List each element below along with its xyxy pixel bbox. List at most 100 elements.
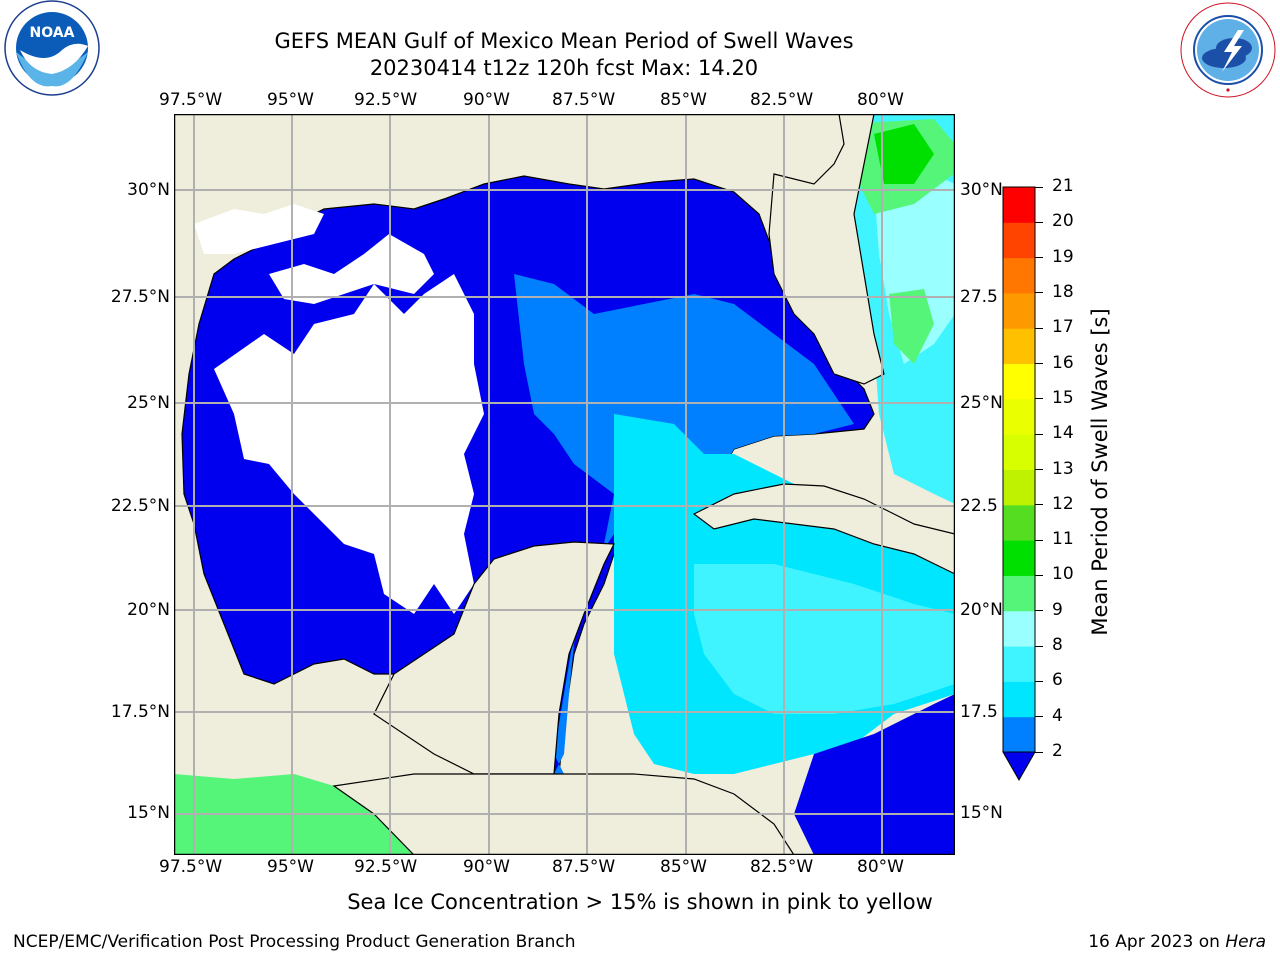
colorbar-title: Mean Period of Swell Waves [s] bbox=[1088, 308, 1112, 636]
map-subtitle: 20230414 t12z 120h fcst Max: 14.20 bbox=[369, 56, 759, 80]
lat-label-right: 22.5 bbox=[960, 496, 998, 516]
colorbar-tick-label: 17 bbox=[1052, 317, 1074, 338]
colorbar-band bbox=[1003, 469, 1035, 506]
lon-label-bottom: 92.5°W bbox=[354, 857, 418, 877]
colorbar-tick-label: 6 bbox=[1052, 670, 1063, 691]
colorbar-tick bbox=[1035, 292, 1043, 294]
colorbar-band bbox=[1003, 434, 1035, 470]
colorbar-under-triangle bbox=[1002, 751, 1036, 782]
lat-label-right: 17.5 bbox=[960, 702, 998, 722]
colorbar-tick bbox=[1035, 574, 1043, 576]
lat-label-right: 15°N bbox=[960, 803, 1003, 823]
light-cyan-area bbox=[694, 564, 955, 714]
colorbar-tick-label: 11 bbox=[1052, 529, 1074, 550]
colorbar-tick bbox=[1035, 504, 1043, 506]
map-plot bbox=[174, 114, 955, 855]
colorbar-tick-label: 14 bbox=[1052, 423, 1074, 444]
credit-left: NCEP/EMC/Verification Post Processing Pr… bbox=[13, 932, 576, 952]
credit-date: 16 Apr 2023 on bbox=[1088, 932, 1220, 952]
colorbar-tick-label: 15 bbox=[1052, 387, 1074, 408]
lat-label-left: 30°N bbox=[127, 180, 170, 200]
credit-right: 16 Apr 2023 on Hera bbox=[1088, 932, 1266, 952]
lat-label-right: 27.5 bbox=[960, 287, 998, 307]
lon-label-top: 80°W bbox=[857, 90, 904, 110]
colorbar-tick bbox=[1035, 398, 1043, 400]
lat-label-left: 25°N bbox=[127, 393, 170, 413]
colorbar-band bbox=[1003, 292, 1035, 329]
lat-label-right: 20°N bbox=[960, 600, 1003, 620]
colorbar bbox=[1002, 186, 1036, 782]
colorbar-tick bbox=[1035, 539, 1043, 541]
colorbar-band bbox=[1003, 681, 1035, 718]
lat-label-left: 27.5°N bbox=[110, 287, 170, 307]
colorbar-tick bbox=[1035, 751, 1043, 753]
lon-label-top: 92.5°W bbox=[354, 90, 418, 110]
lat-label-right: 30°N bbox=[960, 180, 1003, 200]
colorbar-tick bbox=[1035, 257, 1043, 259]
colorbar-band bbox=[1003, 398, 1035, 435]
graticule bbox=[174, 114, 955, 855]
lon-label-top: 97.5°W bbox=[159, 90, 223, 110]
florida-land bbox=[768, 114, 885, 385]
lon-label-bottom: 82.5°W bbox=[750, 857, 814, 877]
lon-label-top: 90°W bbox=[463, 90, 510, 110]
lon-label-top: 95°W bbox=[267, 90, 314, 110]
colorbar-tick-label: 18 bbox=[1052, 281, 1074, 302]
colorbar-band bbox=[1003, 540, 1035, 576]
lon-label-bottom: 80°W bbox=[857, 857, 904, 877]
colorbar-band bbox=[1003, 504, 1035, 541]
colorbar-tick-label: 4 bbox=[1052, 705, 1063, 726]
lon-label-bottom: 90°W bbox=[463, 857, 510, 877]
colorbar-tick bbox=[1035, 610, 1043, 612]
yucatan-land bbox=[373, 541, 615, 775]
atlantic-green-mid bbox=[889, 289, 934, 364]
colorbar-tick bbox=[1035, 433, 1043, 435]
colorbar-tick-label: 10 bbox=[1052, 564, 1074, 585]
lat-label-left: 15°N bbox=[127, 803, 170, 823]
colorbar-tick bbox=[1035, 680, 1043, 682]
colorbar-tick bbox=[1035, 363, 1043, 365]
colorbar-band bbox=[1003, 363, 1035, 400]
colorbar-band bbox=[1003, 257, 1035, 294]
lat-label-left: 20°N bbox=[127, 600, 170, 620]
colorbar-tick-label: 20 bbox=[1052, 211, 1074, 232]
lon-label-bottom: 85°W bbox=[660, 857, 707, 877]
colorbar-tick-label: 21 bbox=[1052, 176, 1074, 196]
colorbar-band bbox=[1003, 646, 1035, 682]
colorbar-tick bbox=[1035, 645, 1043, 647]
lon-label-bottom: 87.5°W bbox=[552, 857, 616, 877]
colorbar-tick-label: 9 bbox=[1052, 599, 1063, 620]
colorbar-band bbox=[1003, 716, 1035, 753]
lon-label-bottom: 97.5°W bbox=[159, 857, 223, 877]
colorbar-tick-label: 12 bbox=[1052, 493, 1074, 514]
colorbar-band bbox=[1003, 187, 1035, 223]
white-area-nw bbox=[269, 234, 434, 304]
colorbar-band bbox=[1003, 610, 1035, 647]
lon-label-bottom: 95°W bbox=[267, 857, 314, 877]
sea-ice-caption: Sea Ice Concentration > 15% is shown in … bbox=[347, 890, 933, 914]
colorbar-tick-label: 13 bbox=[1052, 458, 1074, 479]
map-title: GEFS MEAN Gulf of Mexico Mean Period of … bbox=[274, 29, 854, 53]
credit-host: Hera bbox=[1225, 932, 1266, 952]
colorbar-tick bbox=[1035, 716, 1043, 718]
lat-label-right: 25°N bbox=[960, 393, 1003, 413]
lon-label-top: 82.5°W bbox=[750, 90, 814, 110]
colorbar-bands bbox=[1003, 187, 1035, 753]
lon-label-top: 87.5°W bbox=[552, 90, 616, 110]
colorbar-tick bbox=[1035, 186, 1043, 188]
colorbar-tick-label: 8 bbox=[1052, 635, 1063, 656]
lat-label-left: 17.5°N bbox=[110, 702, 170, 722]
colorbar-band bbox=[1003, 328, 1035, 365]
lat-label-left: 22.5°N bbox=[110, 496, 170, 516]
colorbar-tick bbox=[1035, 469, 1043, 470]
atlantic-green-bright bbox=[874, 124, 934, 184]
nws-logo bbox=[1178, 0, 1278, 100]
noaa-logo-text: NOAA bbox=[30, 25, 75, 41]
colorbar-tick-label: 19 bbox=[1052, 246, 1074, 267]
colorbar-tick-label: 16 bbox=[1052, 352, 1074, 373]
lon-label-top: 85°W bbox=[660, 90, 707, 110]
noaa-logo: NOAA bbox=[2, 0, 102, 100]
colorbar-band bbox=[1003, 222, 1035, 259]
map-frame bbox=[174, 114, 955, 855]
blue-area-central bbox=[514, 274, 854, 774]
